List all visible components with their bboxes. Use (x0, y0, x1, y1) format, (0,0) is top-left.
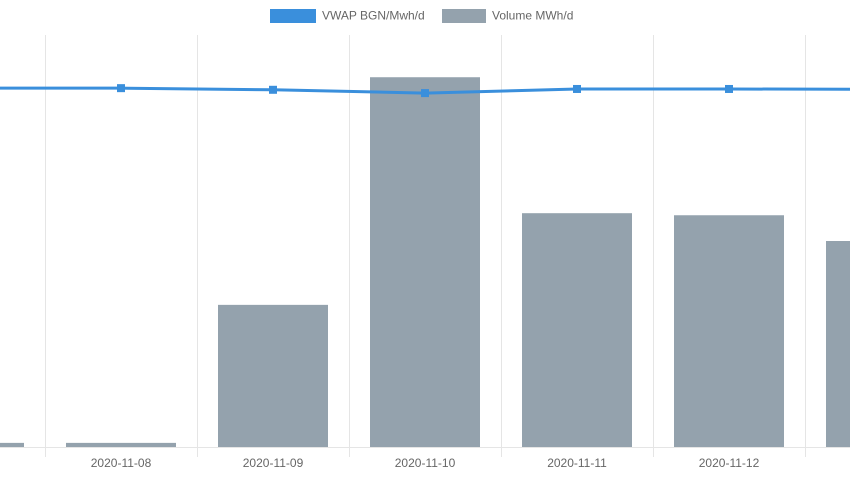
bar (0, 442, 24, 447)
point (573, 84, 581, 93)
legend-label: VWAP BGN/Mwh/d (322, 9, 425, 23)
bar (674, 215, 784, 447)
x-tick-label: 2020-11-09 (243, 456, 304, 470)
bar (66, 442, 176, 447)
point (725, 84, 733, 93)
point (117, 84, 125, 93)
legend-label: Volume MWh/d (492, 9, 573, 23)
bar (370, 77, 480, 447)
x-tick-label: 2020-11-12 (699, 456, 760, 470)
x-tick-label: 2020-11-11 (547, 456, 607, 470)
bar (218, 304, 328, 447)
bar (826, 241, 850, 447)
x-tick-label: 2020-11-10 (395, 456, 456, 470)
legend-swatch (442, 9, 486, 23)
bar (522, 213, 632, 447)
point (269, 85, 277, 94)
point (421, 89, 429, 98)
x-tick-label: 2020-11-08 (91, 456, 152, 470)
legend-swatch (270, 9, 316, 23)
